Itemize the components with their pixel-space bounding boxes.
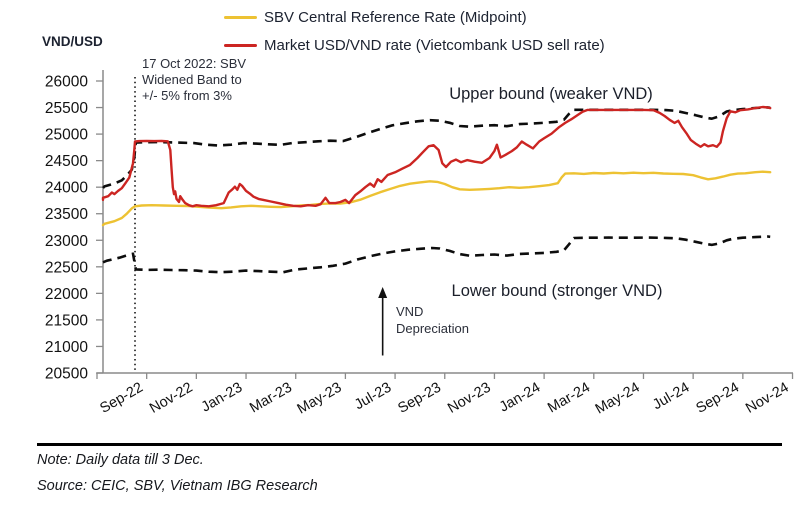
x-tick-label: Mar-23 <box>247 380 295 417</box>
series-line-market-usd-vnd-rate-vietcombank-usd-sell-rate <box>101 105 772 208</box>
annotation-band-widening: 17 Oct 2022: SBV Widened Band to +/- 5% … <box>142 56 247 103</box>
x-tick-label: May-24 <box>593 380 643 418</box>
x-tick-label: Jul-23 <box>352 380 394 414</box>
y-tick-label: 21500 <box>45 312 88 329</box>
x-tick-label: Nov-23 <box>445 380 493 417</box>
series-line-lower-bound-stronger-vnd <box>102 235 771 274</box>
y-tick-label: 23500 <box>45 206 88 223</box>
legend-label-market-rate: Market USD/VND rate (Vietcombank USD sel… <box>264 36 605 54</box>
y-tick-label: 21000 <box>45 339 88 356</box>
x-tick-label: Jan-23 <box>199 380 245 416</box>
y-tick-label: 22500 <box>45 259 88 276</box>
y-tick-label: 22000 <box>45 286 88 303</box>
y-tick-label: 24500 <box>45 153 88 170</box>
y-tick-label: 24000 <box>45 180 88 197</box>
y-tick-label: 23000 <box>45 233 88 250</box>
x-tick-label: Sep-22 <box>97 380 146 417</box>
x-tick-label: Jan-24 <box>497 380 543 416</box>
y-axis-title: VND/USD <box>42 34 103 49</box>
y-tick-label: 20500 <box>45 366 88 383</box>
legend-item-central-rate: SBV Central Reference Rate (Midpoint) <box>224 4 605 30</box>
central-rate-line-swatch <box>224 15 257 19</box>
x-tick-label: May-23 <box>295 380 345 418</box>
legend-label-central-rate: SBV Central Reference Rate (Midpoint) <box>264 8 527 26</box>
market-rate-line-swatch <box>224 43 257 47</box>
annotation-upper-bound: Upper bound (weaker VND) <box>449 85 653 103</box>
y-tick-label: 26000 <box>45 74 88 91</box>
x-tick-label: Nov-22 <box>147 380 195 417</box>
note-text: Note: Daily data till 3 Dec. <box>37 452 204 468</box>
legend-item-market-rate: Market USD/VND rate (Vietcombank USD sel… <box>224 32 605 58</box>
x-tick-label: Mar-24 <box>545 380 593 417</box>
annotation-lower-bound: Lower bound (stronger VND) <box>451 282 663 300</box>
series-line-sbv-central-reference-rate-midpoint <box>101 170 772 227</box>
series-line-upper-bound-weaker-vnd <box>102 106 771 189</box>
x-tick-label: Sep-23 <box>395 380 444 417</box>
legend: SBV Central Reference Rate (Midpoint) Ma… <box>224 4 605 58</box>
annotation-vnd-depreciation: VND Depreciation <box>396 304 469 336</box>
footer-divider <box>37 443 782 446</box>
x-tick-label: Sep-24 <box>693 380 742 417</box>
depreciation-arrow-head <box>378 286 388 298</box>
x-tick-label: Jul-24 <box>650 380 692 414</box>
y-tick-label: 25500 <box>45 100 88 117</box>
y-tick-label: 25000 <box>45 127 88 144</box>
source-text: Source: CEIC, SBV, Vietnam IBG Research <box>37 478 318 494</box>
chart-canvas: 26000 25500 25000 24500 24000 23500 23000 22500… <box>45 70 794 418</box>
x-tick-label: Nov-24 <box>743 380 791 417</box>
